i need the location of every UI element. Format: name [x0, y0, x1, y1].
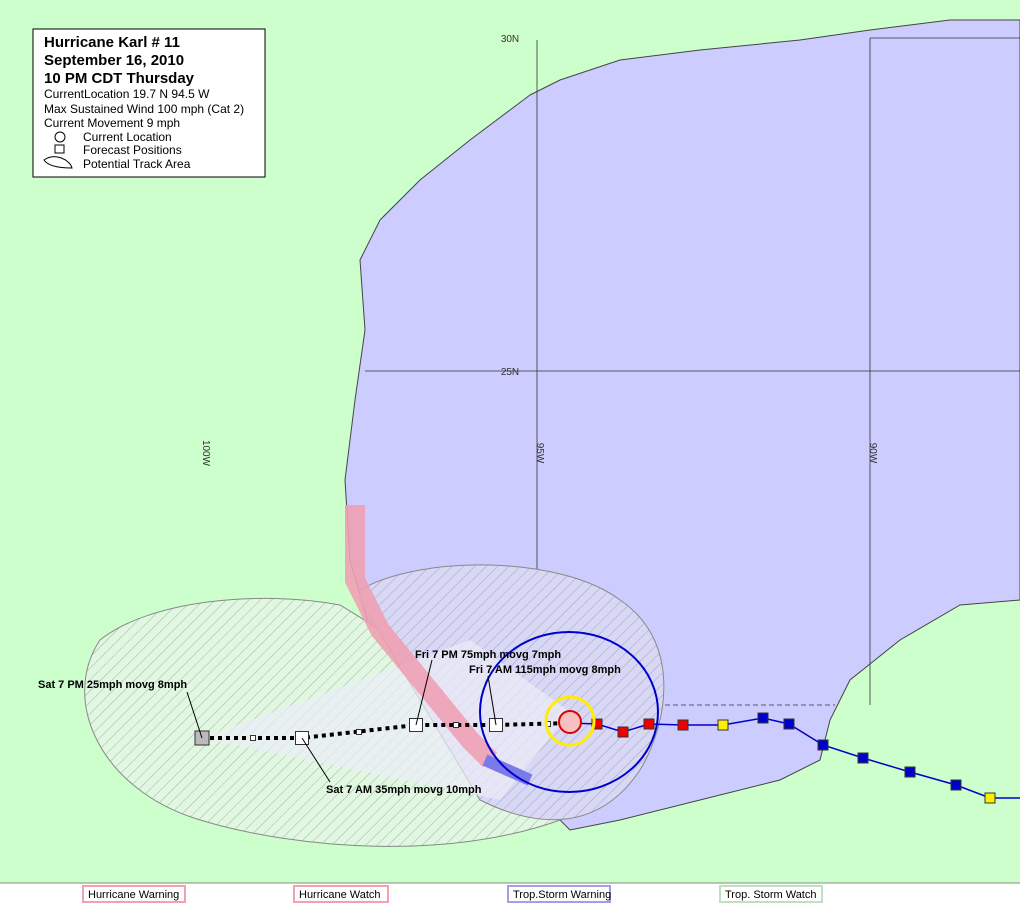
legend-item: Forecast Positions	[83, 143, 182, 157]
bottom-legend-box	[719, 885, 823, 903]
bottom-legend-box	[82, 885, 186, 903]
bottom-legend-label: Trop. Storm Watch	[725, 889, 816, 901]
legend-item: Current Location	[83, 130, 172, 144]
past-position	[643, 718, 655, 730]
legend-cone-icon	[43, 156, 73, 169]
forecast-label: Fri 7 AM 115mph movg 8mph	[469, 664, 621, 676]
lon-label: 100W	[200, 440, 211, 467]
legend-location: CurrentLocation 19.7 N 94.5 W	[44, 87, 210, 101]
past-position	[757, 712, 769, 724]
bottom-legend-label: Hurricane Warning	[88, 889, 179, 901]
bottom-legend-box	[507, 885, 611, 903]
legend-box	[32, 28, 266, 178]
forecast-position	[453, 722, 459, 728]
legend-date: September 16, 2010	[44, 52, 184, 69]
legend-title: Hurricane Karl # 11	[44, 34, 180, 51]
legend-wind: Max Sustained Wind 100 mph (Cat 2)	[44, 102, 244, 116]
past-position	[677, 719, 689, 731]
bottom-legend-label: Hurricane Watch	[299, 889, 381, 901]
lon-label: 90W	[867, 443, 878, 464]
past-position	[857, 752, 869, 764]
wind-radius	[479, 631, 659, 793]
hurricane-warning	[345, 505, 498, 768]
legend-time: 10 PM CDT Thursday	[44, 70, 195, 87]
current-location	[558, 710, 582, 734]
legend-item: Potential Track Area	[83, 157, 191, 171]
past-position	[817, 739, 829, 751]
past-position	[783, 718, 795, 730]
legend-circle-icon	[54, 131, 66, 143]
forecast-position	[356, 729, 362, 735]
past-position	[591, 718, 603, 730]
lon-label: 95W	[534, 443, 545, 464]
forecast-position	[250, 735, 256, 741]
forecast-label: Fri 7 PM 75mph movg 7mph	[415, 649, 561, 661]
past-position	[984, 792, 996, 804]
forecast-track	[202, 721, 571, 740]
leaders	[186, 659, 497, 783]
bottom-legend-label: Trop.Storm Warning	[513, 889, 611, 901]
legend-square-icon	[54, 144, 65, 154]
lat-label: 30N	[501, 34, 519, 45]
past-position	[717, 719, 729, 731]
forecast-label: Sat 7 AM 35mph movg 10mph	[326, 784, 482, 796]
past-position	[950, 779, 962, 791]
yellow-ring	[544, 695, 596, 747]
forecast-label: Sat 7 PM 25mph movg 8mph	[38, 679, 187, 691]
lat-label: 25N	[501, 367, 519, 378]
bottom-legend-box	[293, 885, 389, 903]
past-position	[904, 766, 916, 778]
legend-movement: Current Movement 9 mph	[44, 116, 180, 130]
past-position	[617, 726, 629, 738]
